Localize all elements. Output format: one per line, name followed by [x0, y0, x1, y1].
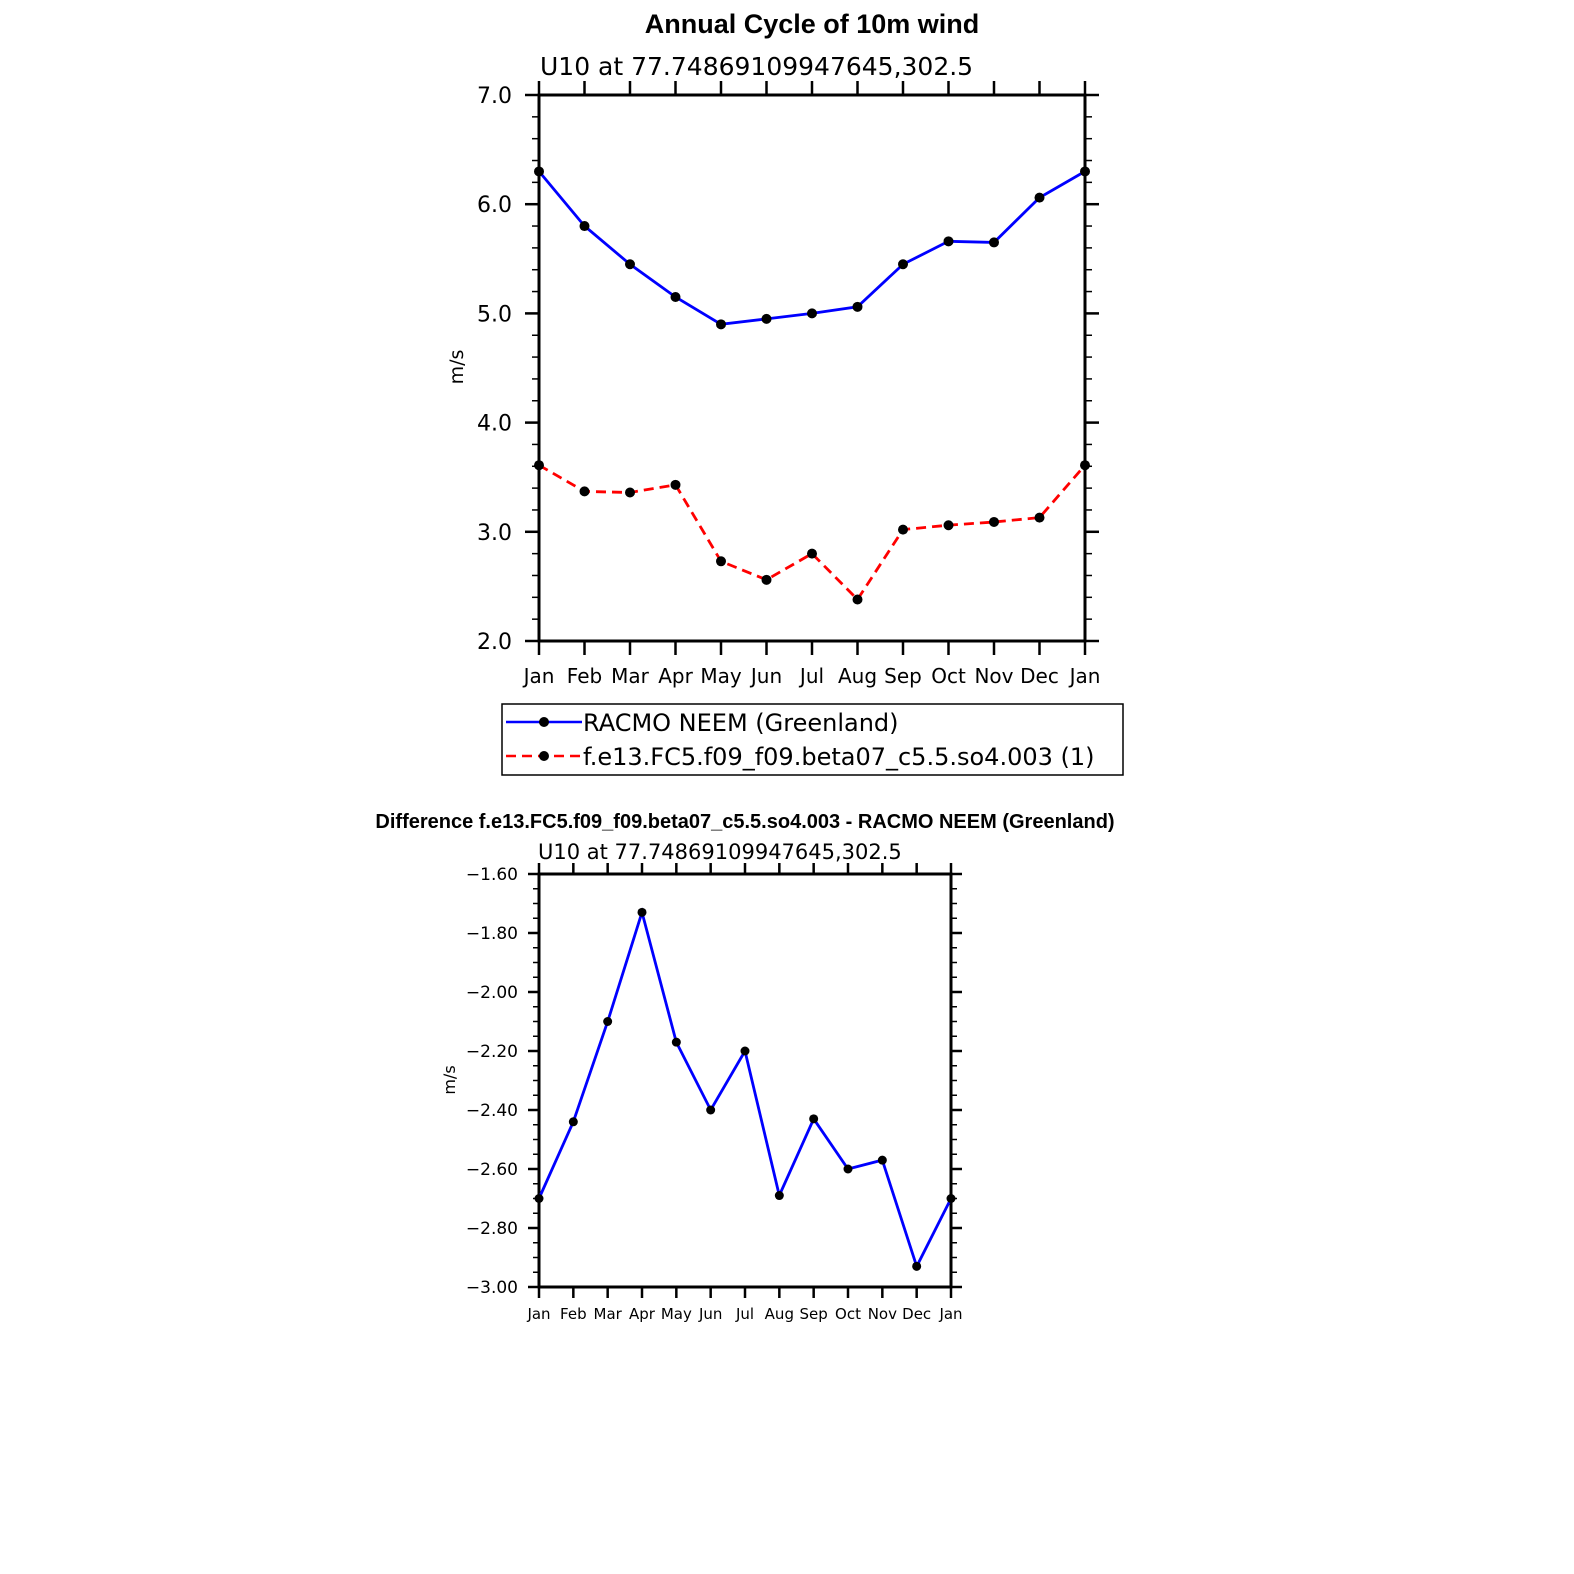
- series-1-point: [898, 524, 908, 535]
- x-tick-label: Jun: [698, 1305, 722, 1323]
- series-0-point: [943, 236, 954, 247]
- x-tick-label: Dec: [1020, 664, 1059, 688]
- y-tick-label: 5.0: [477, 302, 512, 327]
- x-tick-label: Feb: [567, 664, 602, 688]
- x-tick-label: Jan: [526, 1305, 550, 1323]
- difference-y-axis-label: m/s: [440, 1065, 459, 1094]
- series-0-point: [809, 1114, 819, 1124]
- chart-title: Annual Cycle of 10m wind: [645, 9, 980, 39]
- x-tick-label: Apr: [629, 1305, 656, 1323]
- y-tick-label: 3.0: [477, 521, 512, 546]
- series-line-1: [538, 463, 1087, 602]
- series-0-point: [706, 1105, 716, 1115]
- series-0-point: [989, 237, 999, 248]
- series-0-point: [716, 319, 726, 330]
- y-tick-label: 7.0: [477, 84, 512, 109]
- series-1-point: [852, 594, 863, 605]
- y-axis-label: m/s: [446, 350, 468, 385]
- series-0-point: [603, 1017, 613, 1026]
- difference-subtitle: U10 at 77.74869109947645,302.5: [538, 840, 902, 864]
- x-tick-label: Nov: [868, 1305, 897, 1323]
- x-tick-label: Feb: [560, 1305, 587, 1323]
- x-tick-label: Aug: [765, 1305, 794, 1323]
- y-tick-label: −2.00: [466, 983, 518, 1003]
- x-tick-label: Aug: [838, 664, 877, 688]
- series-0-point: [807, 308, 817, 319]
- difference-title: Difference f.e13.FC5.f09_f09.beta07_c5.5…: [375, 811, 1114, 833]
- x-tick-label: Jul: [735, 1305, 754, 1323]
- y-tick-label: −2.20: [466, 1042, 518, 1062]
- chart-subtitle: U10 at 77.74869109947645,302.5: [540, 52, 973, 81]
- series-line-0: [537, 907, 953, 1271]
- series-0-point: [534, 1194, 544, 1203]
- series-1-point: [1080, 460, 1090, 471]
- series-1-point: [534, 460, 544, 471]
- x-tick-label: May: [700, 664, 742, 688]
- y-tick-label: −1.60: [466, 865, 518, 885]
- series-0-point: [761, 313, 772, 324]
- x-tick-label: Mar: [594, 1305, 623, 1323]
- x-tick-label: Sep: [884, 664, 922, 688]
- x-tick-label: Nov: [974, 664, 1013, 688]
- y-tick-label: −1.80: [466, 924, 518, 944]
- series-1-point: [989, 516, 999, 527]
- series-1-point: [716, 556, 726, 567]
- series-0-point: [843, 1164, 853, 1174]
- series-0-point: [625, 259, 635, 270]
- x-tick-label: May: [661, 1305, 692, 1323]
- series-1-point: [579, 486, 590, 497]
- series-0-point: [877, 1155, 887, 1165]
- plot-frame: [537, 93, 1087, 643]
- x-tick-label: Dec: [902, 1305, 931, 1323]
- series-1-point: [943, 520, 954, 531]
- x-tick-label: Jul: [798, 664, 824, 688]
- series-0-point: [671, 1037, 681, 1047]
- x-tick-label: Sep: [800, 1305, 828, 1323]
- series-line-0: [537, 170, 1086, 326]
- series-0-point: [898, 259, 908, 270]
- series-1-point: [625, 487, 635, 498]
- legend-marker-racmo: [539, 717, 549, 727]
- series-0-point: [568, 1117, 578, 1127]
- series-1-point: [807, 548, 817, 559]
- y-tick-label: −2.60: [466, 1160, 518, 1180]
- y-tick-label: −2.80: [466, 1219, 518, 1239]
- series-0-point: [912, 1261, 922, 1271]
- x-tick-label: Oct: [931, 664, 966, 688]
- x-tick-label: Oct: [835, 1305, 861, 1323]
- series-0-point: [740, 1046, 750, 1056]
- x-tick-label: Jan: [938, 1305, 962, 1323]
- series-0-point: [534, 166, 544, 177]
- x-tick-label: Jun: [749, 664, 782, 688]
- series-1-point: [670, 479, 681, 490]
- annual-cycle-plot: Jan Feb Mar Apr May Jun Jul Aug Sep Oct Nov Dec Jan 2…: [477, 81, 1100, 688]
- plot-frame: [537, 872, 953, 1289]
- series-0-point: [852, 301, 863, 312]
- legend-marker-model: [539, 751, 549, 761]
- y-tick-label: −2.40: [466, 1101, 518, 1121]
- series-0-point: [1080, 166, 1090, 177]
- x-tick-label: Apr: [658, 664, 693, 688]
- x-tick-label: Jan: [522, 664, 555, 688]
- series-0-point: [670, 292, 681, 303]
- series-0-point: [774, 1191, 784, 1201]
- x-tick-label: Mar: [611, 664, 650, 688]
- legend-label-model: f.e13.FC5.f09_f09.beta07_c5.5.so4.003 (1…: [583, 743, 1095, 771]
- series-1-point: [761, 574, 772, 585]
- series-1-point: [1034, 512, 1045, 523]
- series-0-point: [946, 1194, 956, 1203]
- legend: RACMO NEEM (Greenland) f.e13.FC5.f09_f09…: [501, 703, 1124, 776]
- y-tick-label: −3.00: [466, 1278, 518, 1298]
- x-tick-label: Jan: [1068, 664, 1101, 688]
- y-tick-label: 4.0: [477, 412, 512, 437]
- difference-plot: Jan Feb Mar Apr May Jun Jul Aug Sep Oct Nov Dec Jan−…: [466, 863, 963, 1323]
- legend-box: [501, 703, 1124, 776]
- series-0-point: [1034, 192, 1045, 203]
- series-0-point: [637, 907, 647, 917]
- y-tick-label: 6.0: [477, 193, 512, 218]
- legend-label-racmo: RACMO NEEM (Greenland): [583, 709, 899, 737]
- y-tick-label: 2.0: [477, 630, 512, 655]
- series-0-point: [579, 221, 590, 232]
